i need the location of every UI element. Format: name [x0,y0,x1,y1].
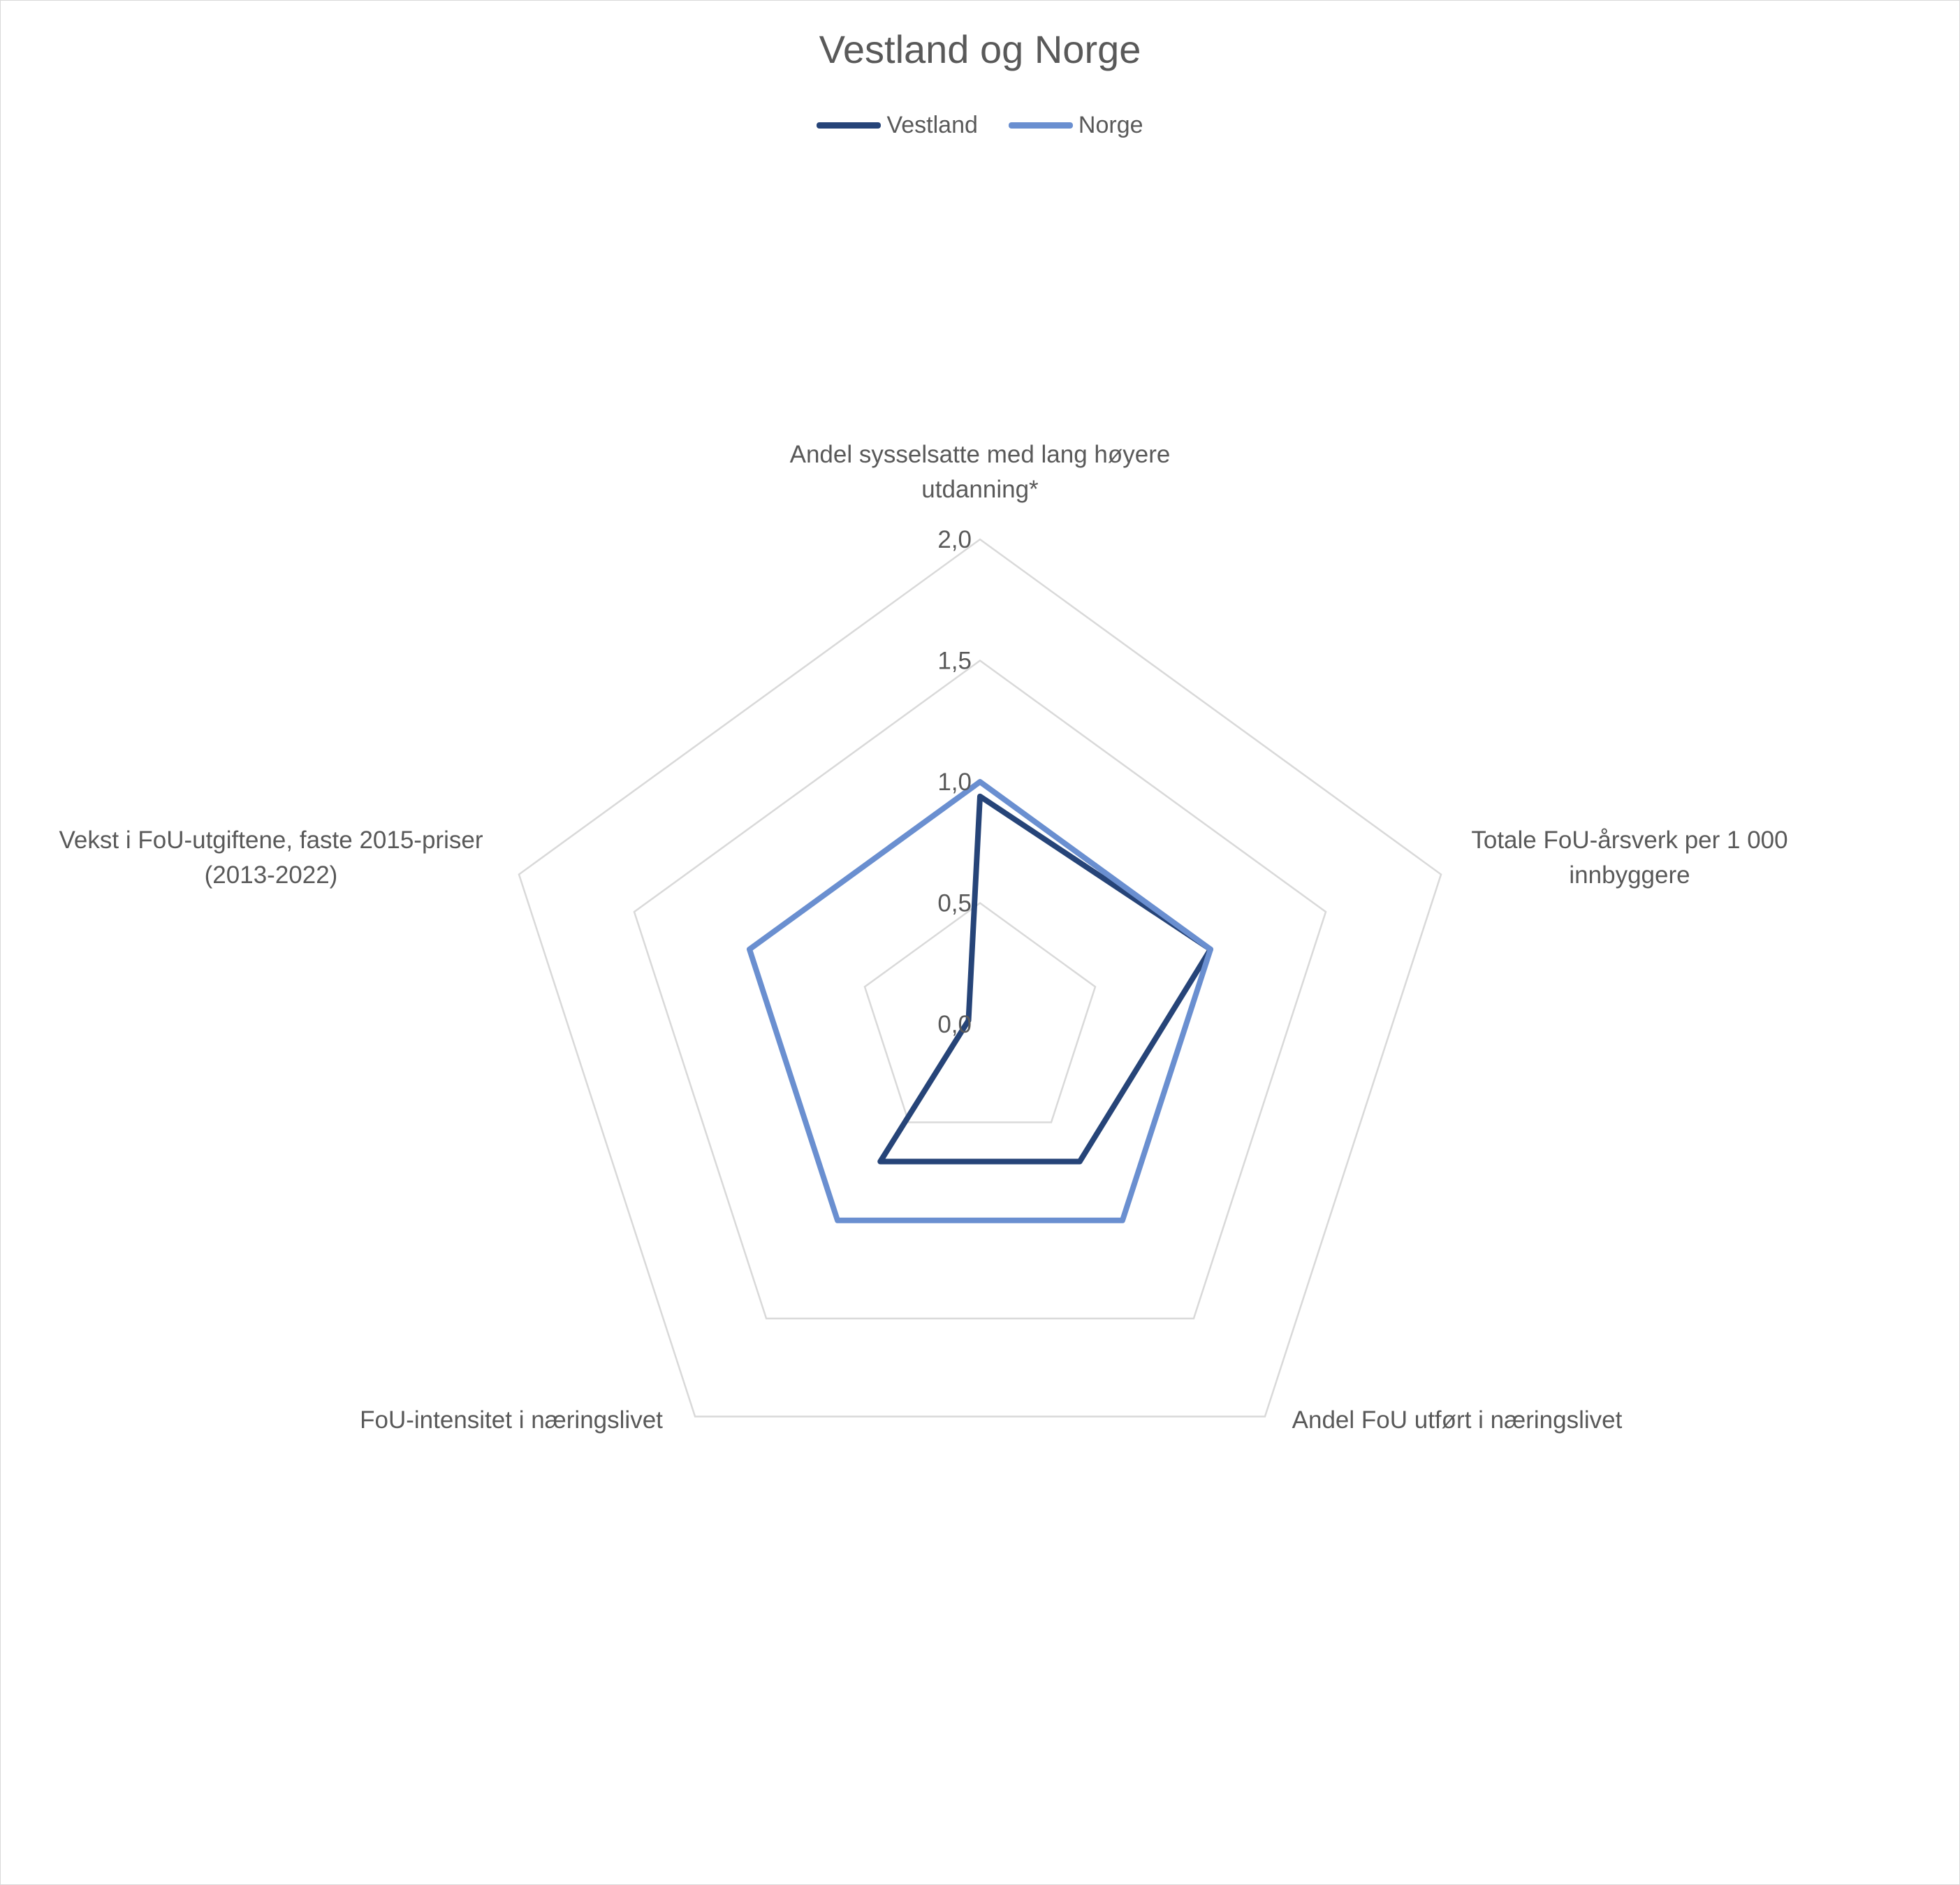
grid-ring-1 [863,901,1097,1123]
axis-label-4-line-0: Vekst i FoU-utgiftene, faste 2015-priser [59,827,483,854]
grid-ring-3 [633,659,1327,1320]
axis-label-1-line-1: innbyggere [1569,861,1690,889]
axis-label-0-line-1: utdanning* [921,476,1039,503]
legend-label-norge: Norge [1078,112,1143,138]
axis-label-2-line-0: Andel FoU utført i næringslivet [1292,1406,1623,1434]
tick-label-4: 2,0 [937,526,972,553]
legend-item-vestland: Vestland [817,112,978,139]
axis-label-0: Andel sysselsatte med lang høyere utdanni… [790,441,1171,503]
grid-ring-4 [518,538,1442,1418]
axis-label-3-line-0: FoU-intensitet i næringslivet [360,1406,663,1434]
tick-label-0: 0,0 [937,1011,972,1038]
axis-label-4-line-1: (2013-2022) [205,861,338,889]
legend-label-vestland: Vestland [886,112,978,138]
axis-label-0-line-0: Andel sysselsatte med lang høyere [790,441,1171,468]
tick-label-1: 0,5 [937,890,972,917]
chart-title: Vestland og Norge [819,27,1141,71]
axis-label-3: FoU-intensitet i næringslivet [360,1406,663,1434]
legend: Vestland Norge [0,112,1960,139]
axis-label-1: Totale FoU-årsverk per 1 000 innbyggere [1471,827,1787,889]
legend-item-norge: Norge [1008,112,1143,139]
legend-swatch-vestland [817,122,882,129]
series-line-norge [746,779,1214,1223]
axis-label-4: Vekst i FoU-utgiftene, faste 2015-priser… [59,827,483,889]
legend-swatch-norge [1008,122,1073,129]
axis-label-1-line-0: Totale FoU-årsverk per 1 000 [1471,827,1787,854]
tick-label-2: 1,0 [937,769,972,796]
axis-label-2: Andel FoU utført i næringslivet [1292,1406,1623,1434]
tick-label-3: 1,5 [937,648,972,675]
